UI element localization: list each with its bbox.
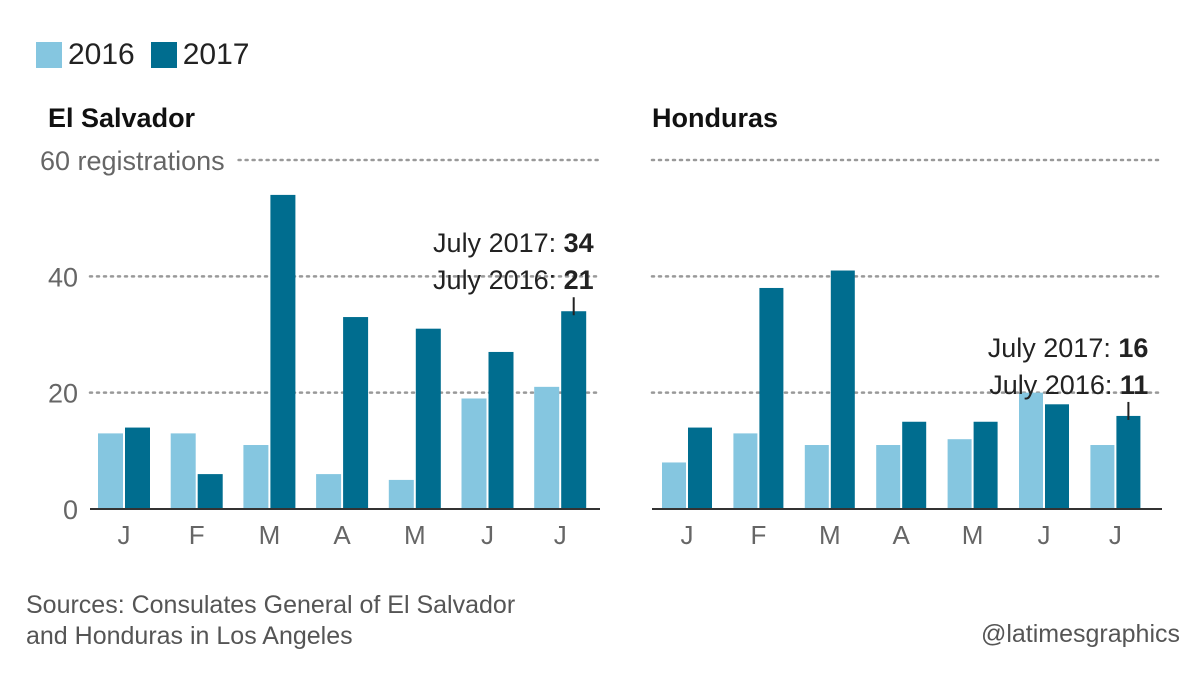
honduras-bar-2017-7 bbox=[1116, 415, 1141, 509]
honduras-annotation-line-1-value: 16 bbox=[1118, 333, 1148, 363]
el-salvador-bar-2016-4 bbox=[316, 474, 342, 509]
legend-label-2017: 2017 bbox=[182, 38, 250, 71]
legend-item-2017: 2017 bbox=[150, 38, 250, 72]
el-salvador-ytick-label: 0 bbox=[63, 495, 78, 525]
el-salvador-bar-2016-6 bbox=[461, 398, 487, 509]
honduras-bar-2016-5 bbox=[947, 439, 972, 509]
el-salvador-annotation-line-2-label: July 2016: bbox=[433, 265, 564, 295]
honduras-bar-2017-5 bbox=[973, 421, 998, 509]
el-salvador-xtick-label: M bbox=[259, 520, 281, 550]
legend-label-2016: 2016 bbox=[68, 38, 135, 71]
el-salvador-annotation-line-2-value: 21 bbox=[564, 265, 594, 295]
legend-item-2016: 2016 bbox=[36, 38, 135, 72]
el-salvador-xtick-label: J bbox=[554, 520, 567, 550]
el-salvador-bar-2017-2 bbox=[197, 474, 223, 509]
honduras-annotation-line-2-label: July 2016: bbox=[989, 370, 1120, 400]
honduras-bar-2016-3 bbox=[804, 445, 829, 509]
honduras-bar-2016-7 bbox=[1090, 445, 1115, 509]
credit-text: @latimesgraphics bbox=[980, 620, 1180, 648]
honduras-xtick-label: J bbox=[1038, 520, 1051, 550]
el-salvador-bar-2017-3 bbox=[270, 194, 296, 509]
el-salvador-annotation-line-1-label: July 2017: bbox=[433, 228, 564, 258]
el-salvador-annotation-line-2: July 2016: 21 bbox=[433, 265, 594, 295]
el-salvador-bar-2016-7 bbox=[534, 386, 560, 509]
legend: 2016 2017 bbox=[36, 38, 266, 72]
honduras-bar-2017-4 bbox=[902, 421, 927, 509]
el-salvador-bar-2016-5 bbox=[388, 479, 414, 509]
honduras-bar-2016-2 bbox=[733, 433, 758, 509]
el-salvador-xtick-label: J bbox=[118, 520, 131, 550]
honduras-annotation-line-1: July 2017: 16 bbox=[988, 333, 1149, 363]
source-line-1: Sources: Consulates General of El Salvad… bbox=[26, 591, 516, 619]
honduras-xtick-label: F bbox=[750, 520, 766, 550]
el-salvador-bar-2017-5 bbox=[415, 328, 441, 509]
honduras-xtick-label: J bbox=[681, 520, 694, 550]
honduras-bar-2017-3 bbox=[830, 270, 855, 509]
honduras-bar-2017-6 bbox=[1045, 404, 1069, 509]
el-salvador-ytick-label: 60 registrations bbox=[40, 146, 225, 176]
honduras-xtick-label: M bbox=[962, 520, 984, 550]
el-salvador-annotation-line-1: July 2017: 34 bbox=[433, 228, 594, 258]
honduras-bar-2016-4 bbox=[876, 445, 901, 509]
el-salvador-title: El Salvador bbox=[48, 103, 196, 133]
honduras-annotation-line-1-label: July 2017: bbox=[988, 333, 1119, 363]
el-salvador-bar-2016-3 bbox=[243, 445, 269, 509]
el-salvador-bar-2017-4 bbox=[343, 317, 369, 509]
el-salvador-ytick-label: 40 bbox=[48, 262, 78, 292]
el-salvador-bar-2017-6 bbox=[488, 351, 514, 509]
el-salvador-ytick-label: 20 bbox=[48, 379, 78, 409]
honduras-xtick-label: M bbox=[819, 520, 841, 550]
el-salvador-xtick-label: M bbox=[404, 520, 426, 550]
source-line-2: and Honduras in Los Angeles bbox=[26, 622, 353, 650]
el-salvador-bar-2016-1 bbox=[98, 433, 123, 509]
honduras-bar-2017-1 bbox=[688, 427, 712, 509]
el-salvador-xtick-label: J bbox=[481, 520, 494, 550]
legend-swatch-2017 bbox=[150, 42, 177, 68]
el-salvador-bar-2016-2 bbox=[170, 433, 196, 509]
el-salvador-annotation-line-1-value: 34 bbox=[564, 228, 594, 258]
honduras-bar-2017-2 bbox=[759, 287, 784, 509]
honduras-xtick-label: A bbox=[893, 520, 911, 550]
el-salvador-bar-2017-1 bbox=[125, 427, 150, 509]
honduras-bar-2016-1 bbox=[662, 462, 686, 509]
el-salvador-xtick-label: F bbox=[189, 520, 205, 550]
el-salvador-bar-2017-7 bbox=[561, 311, 587, 509]
honduras-xtick-label: J bbox=[1109, 520, 1122, 550]
honduras-annotation-line-2-value: 11 bbox=[1120, 370, 1149, 400]
el-salvador-xtick-label: A bbox=[333, 520, 351, 550]
honduras-title: Honduras bbox=[652, 103, 778, 133]
source-note: Sources: Consulates General of El Salvad… bbox=[26, 590, 515, 652]
legend-swatch-2016 bbox=[36, 42, 62, 68]
honduras-annotation-line-2: July 2016: 11 bbox=[989, 370, 1148, 400]
honduras-bar-2016-6 bbox=[1019, 392, 1043, 509]
